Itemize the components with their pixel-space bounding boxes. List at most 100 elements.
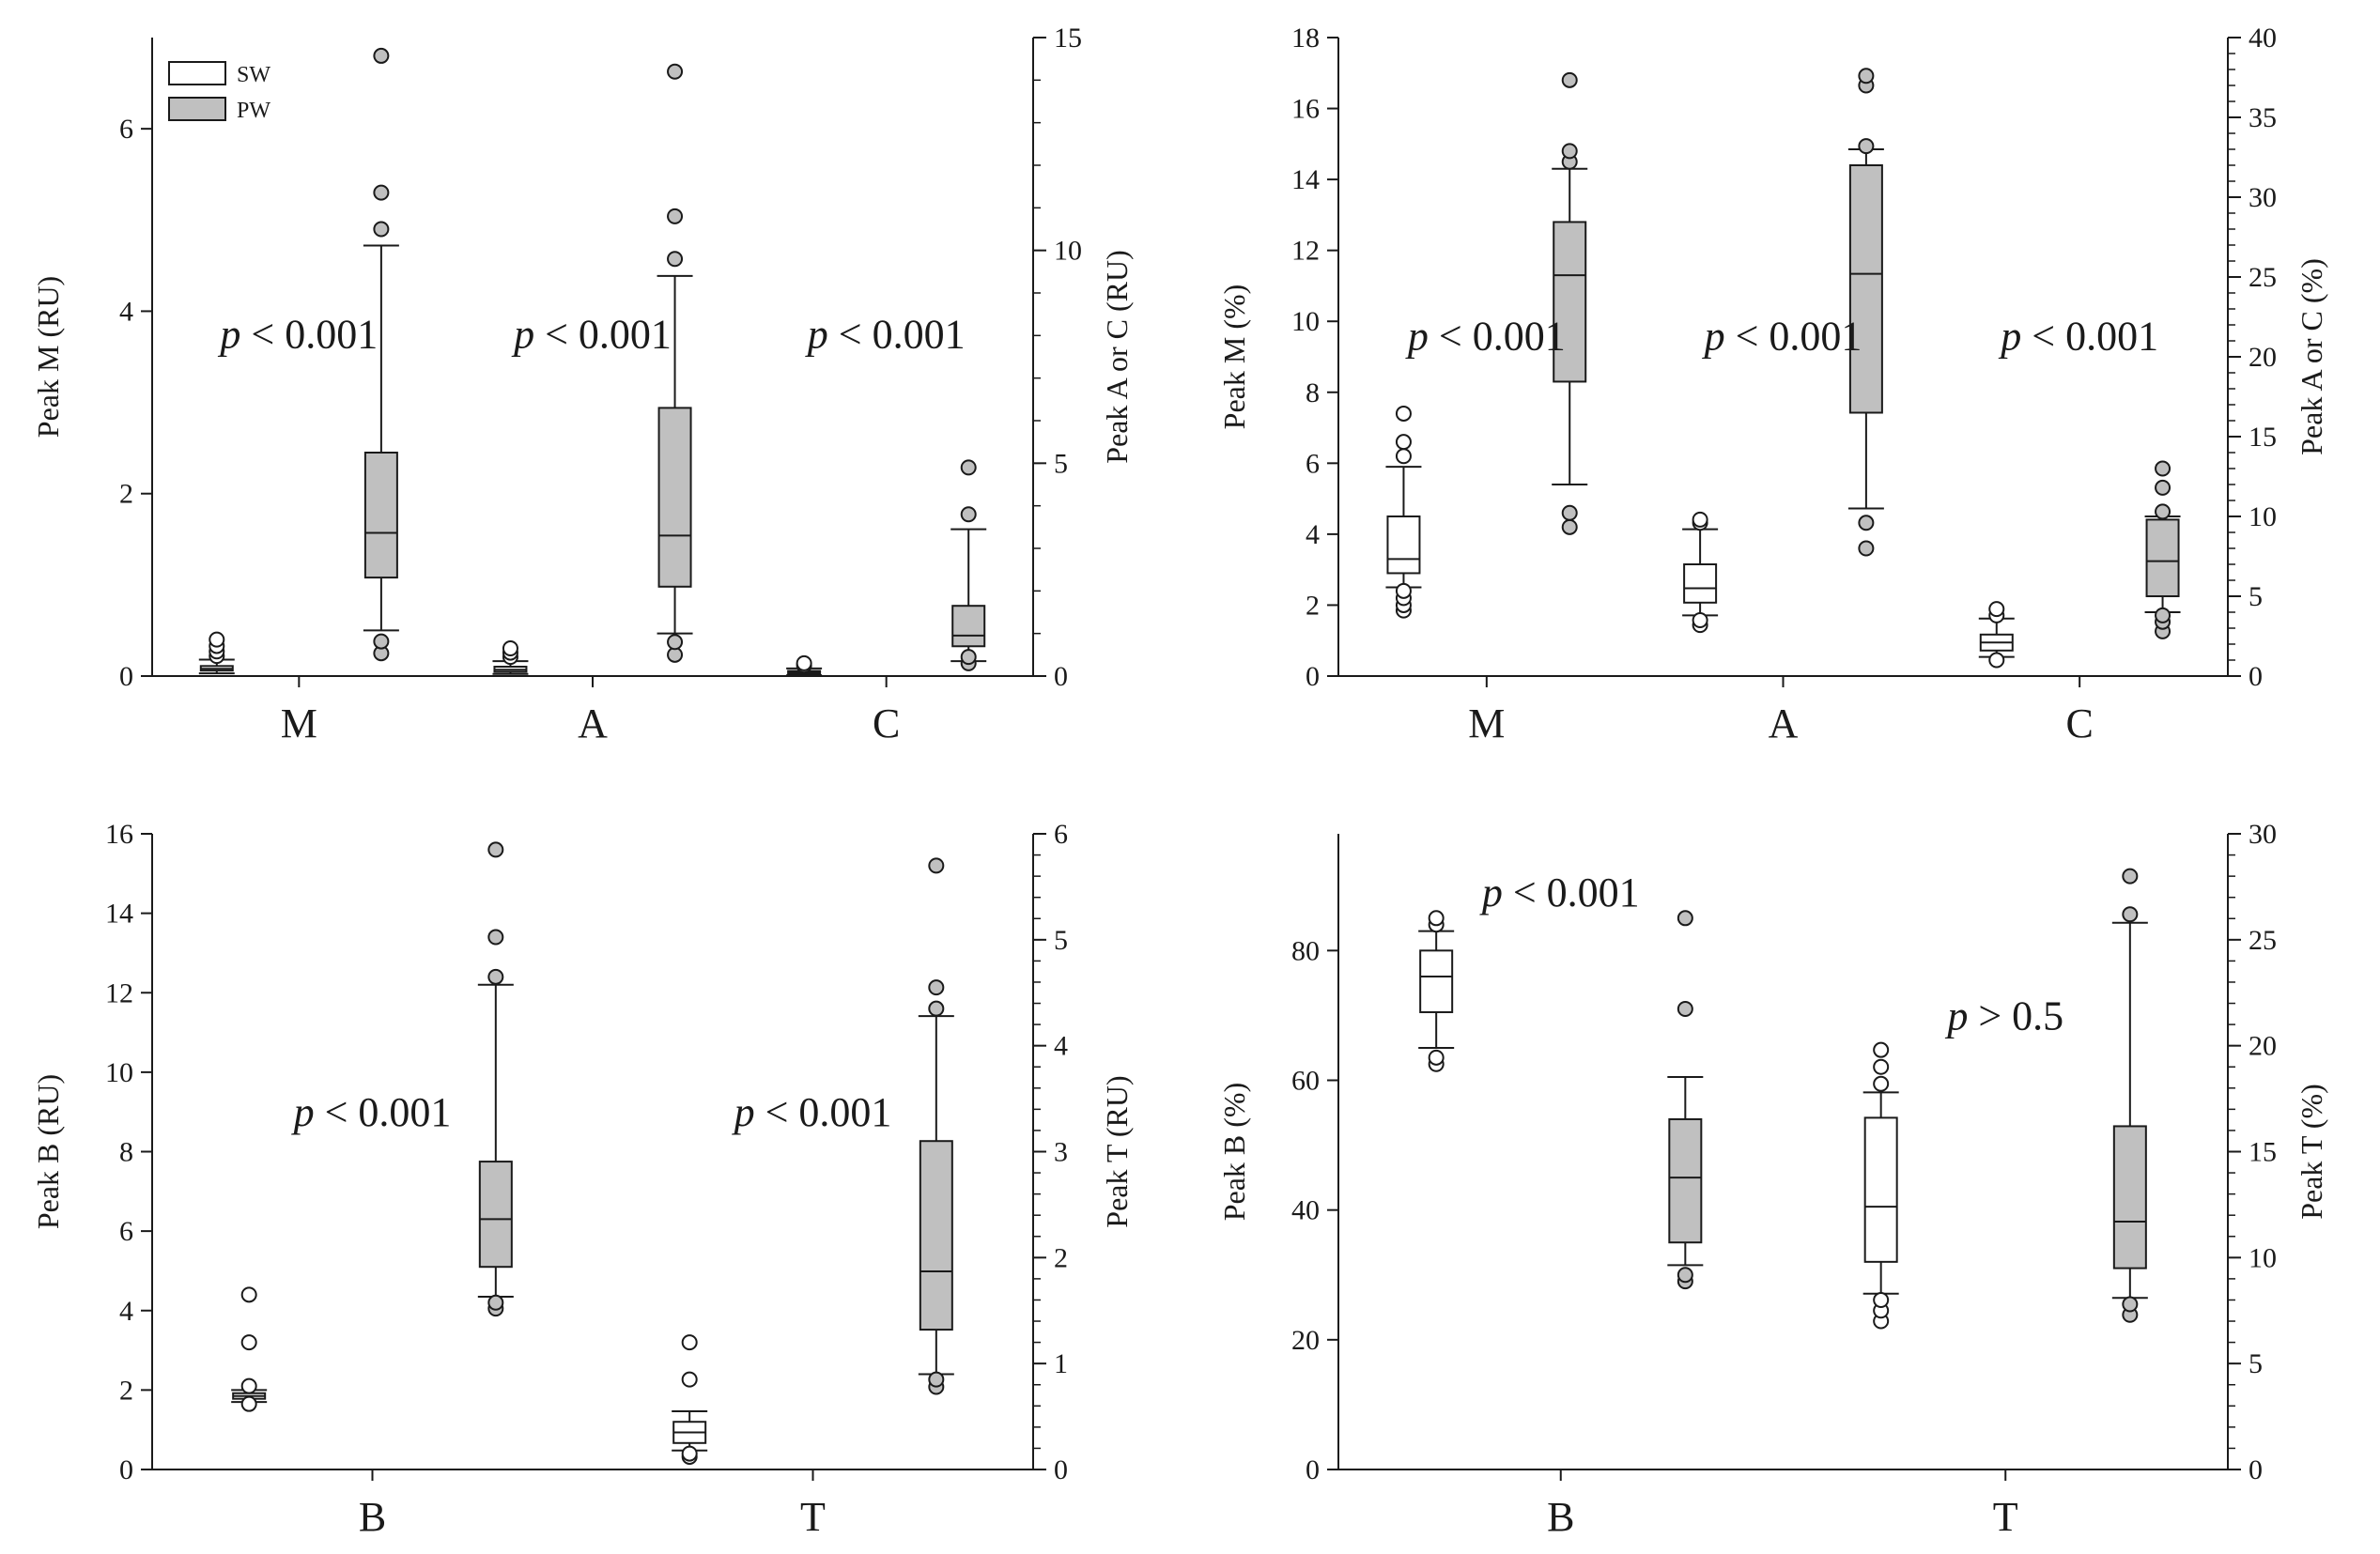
y-tick-label-right: 25: [2249, 262, 2277, 293]
p-value-text: < 0.001: [1429, 313, 1566, 359]
y-tick-label-left: 4: [119, 1296, 133, 1327]
y-axis-title-right: Peak A or C (RU): [1100, 250, 1134, 464]
outlier-point: [1677, 1001, 1693, 1018]
box-iqr: [1683, 563, 1718, 604]
y-tick-label-right: 1: [1054, 1348, 1068, 1379]
p-value-label: p < 0.001: [511, 312, 672, 358]
outlier-point: [2122, 868, 2139, 885]
outlier-point: [373, 47, 390, 64]
outlier-point: [373, 221, 390, 238]
y-tick-label-right: 6: [1054, 819, 1068, 850]
outlier-point: [796, 654, 812, 671]
box-A-PW: [1847, 68, 1884, 557]
p-value-label: p < 0.001: [1998, 313, 2158, 359]
p-value-label: p < 0.001: [732, 1089, 892, 1135]
p-value-symbol: p: [1944, 992, 1968, 1039]
outlier-point: [2155, 479, 2171, 496]
outlier-point: [2155, 460, 2171, 477]
p-value-label: p < 0.001: [291, 1089, 452, 1135]
panel-top-left: 0 2 4 6 0 5 10 15 M A C Peak M (RU) Peak A or C (RU)…: [31, 23, 1134, 746]
box-T-SW: [1862, 1041, 1899, 1330]
y-tick-label-left: 40: [1291, 1195, 1320, 1226]
p-value-symbol: p: [1998, 313, 2021, 359]
outlier-point: [1395, 434, 1412, 451]
p-value-symbol: p: [732, 1089, 755, 1135]
p-value-label: p > 0.5: [1944, 992, 2063, 1039]
outlier-point: [209, 631, 225, 648]
box-M-SW: [198, 631, 235, 675]
y-tick-label-right: 0: [2249, 1454, 2263, 1485]
outlier-point: [2155, 607, 2171, 623]
outlier-point: [1858, 515, 1875, 531]
y-tick-label-right: 0: [1054, 661, 1068, 692]
legend-swatch-SW: [168, 61, 226, 85]
outlier-point: [1988, 652, 2005, 669]
y-tick-label-right: 20: [2249, 342, 2277, 373]
box-C-SW: [1978, 601, 2015, 669]
box-T-SW: [672, 1334, 708, 1465]
category-label-A: A: [1769, 700, 1799, 746]
outlier-point: [681, 1445, 698, 1462]
p-value-symbol: p: [1479, 869, 1503, 915]
p-value-text: < 0.001: [1725, 313, 1862, 359]
p-value-label: p < 0.001: [217, 312, 378, 358]
outlier-point: [928, 1000, 945, 1017]
outlier-point: [487, 841, 504, 858]
p-value-text: < 0.001: [828, 312, 966, 358]
y-tick-label-right: 5: [2249, 581, 2263, 612]
outlier-point: [1858, 138, 1875, 155]
box-iqr: [363, 452, 398, 579]
category-label-B: B: [1547, 1494, 1574, 1540]
p-value-symbol: p: [805, 312, 828, 358]
y-tick-label-left: 12: [105, 977, 133, 1008]
outlier-point: [1395, 405, 1412, 422]
box-C-PW: [2144, 460, 2181, 639]
p-value-label: p < 0.001: [1405, 313, 1566, 359]
outlier-point: [240, 1286, 257, 1303]
y-tick-label-right: 15: [1054, 23, 1082, 54]
y-tick-label-right: 30: [2249, 819, 2277, 850]
p-value-text: < 0.001: [1503, 869, 1640, 915]
y-tick-label-left: 2: [119, 479, 133, 510]
p-value-symbol: p: [1702, 313, 1725, 359]
box-A-SW: [1682, 511, 1719, 634]
legend-label-SW: SW: [237, 63, 270, 87]
outlier-point: [960, 459, 977, 476]
category-label-C: C: [873, 700, 900, 746]
p-value-text: < 0.001: [2021, 313, 2158, 359]
box-C-PW: [950, 459, 987, 671]
outlier-point: [1561, 143, 1578, 160]
outlier-point: [928, 979, 945, 996]
p-value-symbol: p: [1405, 313, 1429, 359]
box-iqr: [951, 605, 986, 648]
outlier-point: [667, 634, 684, 651]
outlier-point: [1692, 511, 1708, 528]
outlier-point: [240, 1395, 257, 1412]
p-value-text: < 0.001: [240, 312, 378, 358]
y-tick-label-right: 10: [2249, 1242, 2277, 1273]
outlier-point: [373, 184, 390, 201]
y-tick-label-left: 14: [1291, 164, 1320, 195]
outlier-point: [928, 1371, 945, 1388]
category-label-A: A: [578, 700, 608, 746]
outlier-point: [1858, 540, 1875, 557]
y-tick-label-right: 0: [1054, 1454, 1068, 1485]
y-tick-label-right: 10: [2249, 501, 2277, 532]
outlier-point: [240, 1334, 257, 1351]
outlier-point: [2122, 906, 2139, 923]
outlier-point: [487, 929, 504, 946]
outlier-point: [240, 1377, 257, 1394]
outlier-point: [487, 968, 504, 985]
box-B-SW: [1418, 910, 1455, 1072]
outlier-point: [502, 640, 518, 657]
outlier-point: [2155, 503, 2171, 520]
category-label-C: C: [2065, 700, 2093, 746]
box-iqr: [1848, 164, 1883, 414]
y-tick-label-right: 0: [2249, 661, 2263, 692]
y-tick-label-right: 25: [2249, 925, 2277, 956]
category-label-T: T: [800, 1494, 826, 1540]
outlier-point: [1858, 68, 1875, 85]
y-tick-label-left: 2: [119, 1375, 133, 1406]
y-tick-label-right: 35: [2249, 102, 2277, 133]
